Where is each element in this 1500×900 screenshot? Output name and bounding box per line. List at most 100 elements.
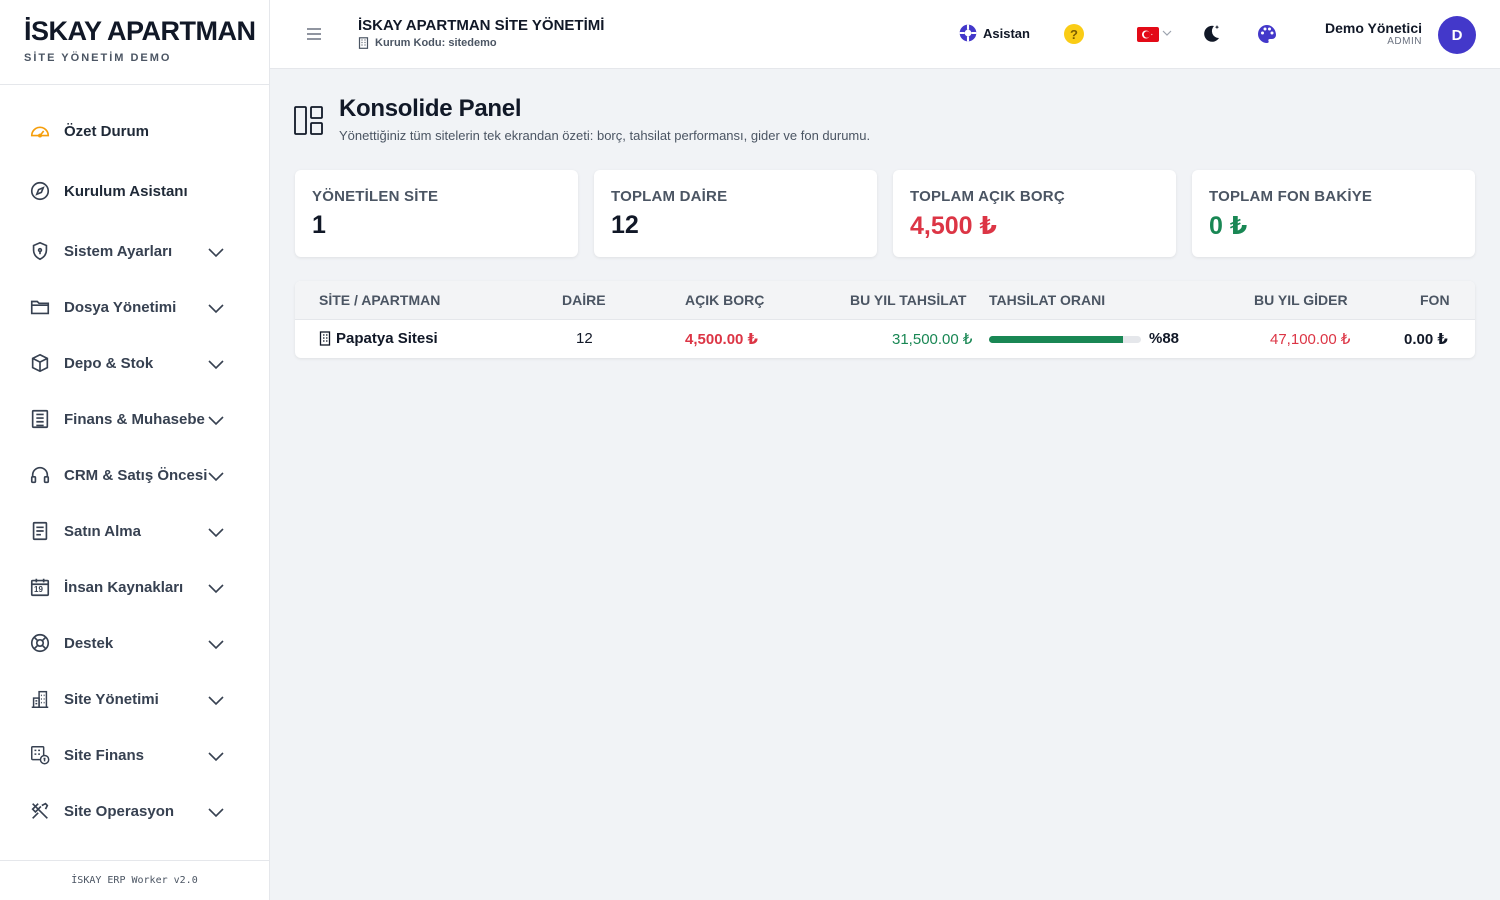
stat-label: TOPLAM DAİRE (611, 188, 728, 205)
collection-progress-bar (989, 336, 1141, 343)
sidebar-item-finans-muhasebe[interactable]: Finans & Muhasebe (0, 399, 269, 439)
cell-tahsilat: 31,500.00 ₺ (892, 331, 973, 348)
chevron-down-icon (208, 248, 224, 258)
stat-value: 12 (611, 211, 639, 239)
stat-label: TOPLAM AÇIK BORÇ (910, 188, 1065, 205)
headset-icon (28, 463, 52, 487)
sidebar-footer: İSKAY ERP Worker v2.0 (0, 860, 269, 900)
shield-icon (28, 239, 52, 263)
cell-tahsilat-orani: %88 (1149, 330, 1180, 347)
column-header-fon[interactable]: FON (1420, 292, 1450, 308)
org-code-text: Kurum Kodu: sitedemo (375, 37, 497, 49)
column-header-daire[interactable]: DAİRE (562, 292, 606, 308)
chevron-down-icon[interactable] (1162, 28, 1172, 38)
sidebar-item-destek[interactable]: Destek (0, 623, 269, 663)
chevron-down-icon (208, 360, 224, 370)
brand-subtitle: SİTE YÖNETİM DEMO (24, 52, 172, 64)
sidebar-item-site-finans[interactable]: Site Finans (0, 735, 269, 775)
chevron-down-icon (208, 696, 224, 706)
column-header-gider[interactable]: BU YIL GİDER (1254, 292, 1348, 308)
stat-card-toplam-fon-bakiye: TOPLAM FON BAKİYE 0 ₺ (1192, 170, 1475, 257)
help-button[interactable]: ? (1064, 24, 1084, 44)
box-icon (28, 351, 52, 375)
page-title: Konsolide Panel (339, 95, 522, 122)
sidebar-item-dosya-yonetimi[interactable]: Dosya Yönetimi (0, 287, 269, 327)
sidebar-item-label: CRM & Satış Öncesi (64, 466, 208, 484)
sites-table: SİTE / APARTMAN DAİRE AÇIK BORÇ BU YIL T… (295, 281, 1475, 358)
collection-progress-fill (989, 336, 1123, 343)
stat-card-toplam-daire: TOPLAM DAİRE 12 (594, 170, 877, 257)
column-header-acik-borc[interactable]: AÇIK BORÇ (685, 292, 765, 308)
sidebar-item-label: Satın Alma (64, 522, 141, 540)
brand-title: İSKAY APARTMAN (24, 16, 256, 46)
hamburger-menu-icon[interactable] (304, 24, 324, 44)
chevron-down-icon (208, 472, 224, 482)
sidebar-item-label: Dosya Yönetimi (64, 298, 177, 316)
palette-icon[interactable] (1255, 22, 1279, 46)
stat-value: 1 (312, 211, 326, 239)
sidebar-item-site-operasyon[interactable]: Site Operasyon (0, 791, 269, 831)
chevron-down-icon (208, 416, 224, 426)
chevron-down-icon (208, 304, 224, 314)
cell-site[interactable]: Papatya Sitesi (319, 330, 438, 347)
sidebar: İSKAY APARTMAN SİTE YÖNETİM DEMO Özet Du… (0, 0, 270, 900)
sidebar-item-label: Site Yönetimi (64, 690, 159, 708)
speedometer-icon (28, 119, 52, 143)
column-header-site[interactable]: SİTE / APARTMAN (319, 292, 441, 308)
sidebar-item-label: Sistem Ayarları (64, 242, 173, 260)
chevron-down-icon (208, 808, 224, 818)
sidebar-item-kurulum-asistani[interactable]: Kurulum Asistanı (0, 171, 269, 211)
sidebar-item-label: Destek (64, 634, 114, 652)
top-header: İSKAY APARTMAN SİTE YÖNETİMİ Kurum Kodu:… (270, 0, 1500, 69)
lifebuoy-icon (959, 24, 977, 42)
column-header-tahsilat[interactable]: BU YIL TAHSİLAT (850, 292, 967, 308)
layout-panel-icon (294, 106, 323, 135)
stat-card-toplam-acik-borc: TOPLAM AÇIK BORÇ 4,500 ₺ (893, 170, 1176, 257)
lifebuoy-icon (28, 631, 52, 655)
document-icon (28, 519, 52, 543)
stat-label: TOPLAM FON BAKİYE (1209, 188, 1373, 205)
stat-card-yonetilen-site: YÖNETİLEN SİTE 1 (295, 170, 578, 257)
compass-icon (28, 179, 52, 203)
ledger-icon (28, 407, 52, 431)
moon-icon[interactable] (1199, 22, 1223, 46)
cell-daire: 12 (576, 330, 593, 347)
assistant-button[interactable]: Asistan (958, 23, 1030, 43)
turkish-flag-icon[interactable] (1137, 27, 1159, 42)
avatar[interactable]: D (1438, 16, 1476, 54)
sidebar-item-crm[interactable]: CRM & Satış Öncesi (0, 455, 269, 495)
sidebar-item-label: Finans & Muhasebe (64, 410, 205, 428)
tools-icon (28, 799, 52, 823)
cell-fon: 0.00 ₺ (1404, 331, 1448, 348)
header-title: İSKAY APARTMAN SİTE YÖNETİMİ (358, 17, 605, 34)
sidebar-item-label: Depo & Stok (64, 354, 154, 372)
chevron-down-icon (208, 752, 224, 762)
sidebar-item-ozet-durum[interactable]: Özet Durum (0, 111, 269, 151)
table-header: SİTE / APARTMAN DAİRE AÇIK BORÇ BU YIL T… (295, 281, 1475, 320)
calendar-icon: 19 (28, 575, 52, 599)
stat-value: 0 ₺ (1209, 212, 1248, 240)
sidebar-item-insan-kaynaklari[interactable]: 19 İnsan Kaynakları (0, 567, 269, 607)
brand[interactable]: İSKAY APARTMAN SİTE YÖNETİM DEMO (0, 0, 269, 85)
cell-gider: 47,100.00 ₺ (1270, 331, 1351, 348)
user-name[interactable]: Demo Yönetici (1325, 20, 1422, 36)
chevron-down-icon (208, 640, 224, 650)
org-code: Kurum Kodu: sitedemo (358, 37, 497, 49)
sidebar-item-sistem-ayarlari[interactable]: Sistem Ayarları (0, 231, 269, 271)
site-name: Papatya Sitesi (336, 330, 438, 347)
chevron-down-icon (208, 584, 224, 594)
page-subtitle: Yönettiğiniz tüm sitelerin tek ekrandan … (339, 128, 871, 143)
chevron-down-icon (208, 528, 224, 538)
sidebar-item-label: Site Finans (64, 746, 145, 764)
sidebar-item-site-yonetimi[interactable]: Site Yönetimi (0, 679, 269, 719)
assistant-label: Asistan (983, 25, 1030, 41)
sidebar-item-depo-stok[interactable]: Depo & Stok (0, 343, 269, 383)
stat-label: YÖNETİLEN SİTE (312, 188, 439, 205)
stat-value: 4,500 ₺ (910, 212, 997, 240)
sidebar-item-satin-alma[interactable]: Satın Alma (0, 511, 269, 551)
sidebar-nav: Özet Durum Kurulum Asistanı Sistem Ayarl… (0, 85, 269, 860)
column-header-tahsilat-orani[interactable]: TAHSİLAT ORANI (989, 292, 1106, 308)
user-role: ADMIN (1387, 36, 1422, 47)
folder-icon (28, 295, 52, 319)
buildings-icon (28, 687, 52, 711)
